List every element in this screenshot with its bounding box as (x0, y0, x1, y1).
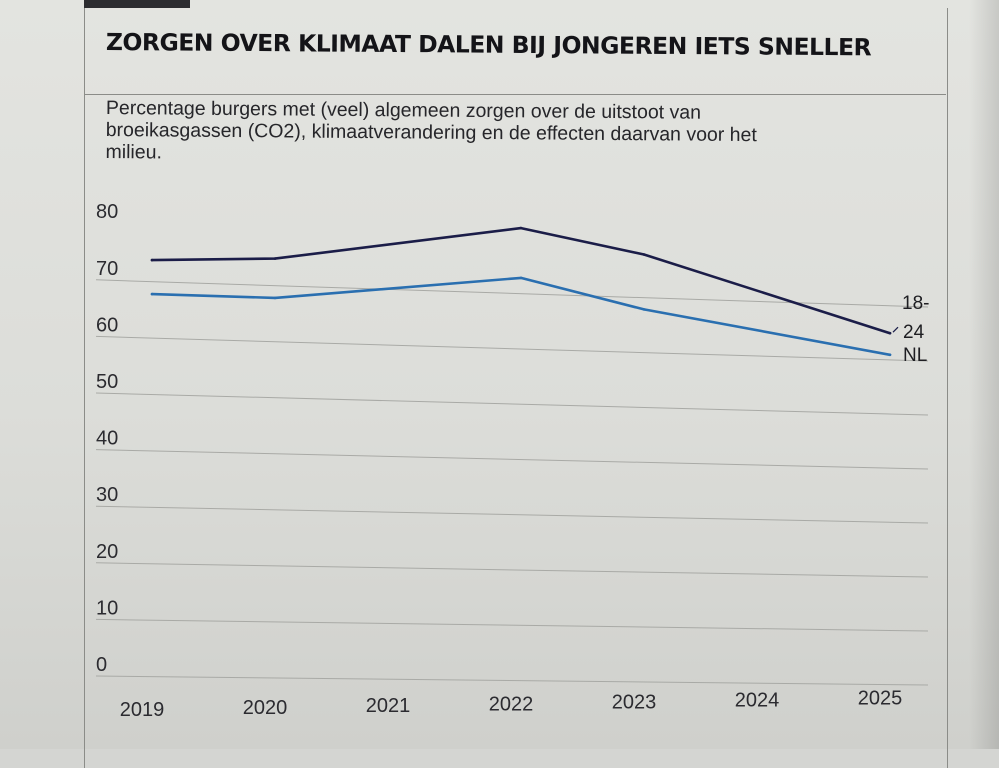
y-tick-label-70: 70 (96, 258, 118, 280)
series-label-18-24-line-2: 24 (903, 322, 925, 343)
data-point-18-24-2019 (150, 258, 154, 262)
y-tick-label-50: 50 (96, 371, 118, 393)
series-label-18-24-line-1: 18- (902, 293, 929, 314)
y-tick-label-10: 10 (96, 597, 118, 619)
x-tick-label-2022: 2022 (489, 693, 534, 715)
x-tick-label-2021: 2021 (366, 695, 411, 717)
gridline-20 (95, 562, 929, 578)
gridline-70 (95, 279, 929, 308)
header-tab-bar (84, 0, 190, 8)
data-point-NL-2019 (150, 292, 154, 296)
series-label-NL: NL (903, 345, 927, 366)
y-tick-label-30: 30 (96, 484, 118, 506)
x-tick-label-2019: 2019 (120, 699, 165, 721)
series-label-leader-18-24 (892, 326, 899, 333)
data-point-18-24-2020 (273, 257, 277, 260)
data-point-18-24-2025 (888, 331, 892, 335)
x-tick-label-2023: 2023 (612, 691, 657, 713)
data-point-18-24-2023 (642, 253, 646, 256)
page-background (0, 0, 999, 749)
line-chart: 0 10 20 30 40 50 60 70 80 2019 2020 2021 2022 2023 202… (95, 201, 929, 721)
x-tick-label-2025: 2025 (858, 688, 903, 710)
gridline-30 (95, 505, 929, 524)
y-tick-label-60: 60 (96, 314, 118, 336)
infographic-frame (84, 8, 948, 768)
gridline-60 (95, 335, 929, 362)
gridline-50 (95, 392, 929, 416)
data-point-18-24-2022 (519, 226, 523, 230)
page-edge-shadow (969, 0, 999, 749)
data-point-NL-2023 (642, 308, 646, 311)
y-tick-label-20: 20 (96, 541, 118, 563)
gridline-40 (95, 449, 929, 470)
series-line-NL (150, 276, 892, 357)
y-tick-label-80: 80 (96, 201, 118, 223)
data-point-NL-2020 (273, 296, 277, 300)
gridline-0 (95, 675, 929, 686)
gridline-10 (95, 618, 929, 632)
x-tick-label-2024: 2024 (735, 690, 780, 712)
header-divider (84, 94, 946, 95)
series-line-18-24 (150, 226, 892, 335)
data-point-NL-2025 (888, 353, 892, 357)
y-tick-label-0: 0 (96, 654, 107, 676)
data-point-NL-2022 (519, 276, 523, 280)
x-tick-label-2020: 2020 (243, 697, 288, 719)
y-tick-label-40: 40 (96, 428, 118, 450)
